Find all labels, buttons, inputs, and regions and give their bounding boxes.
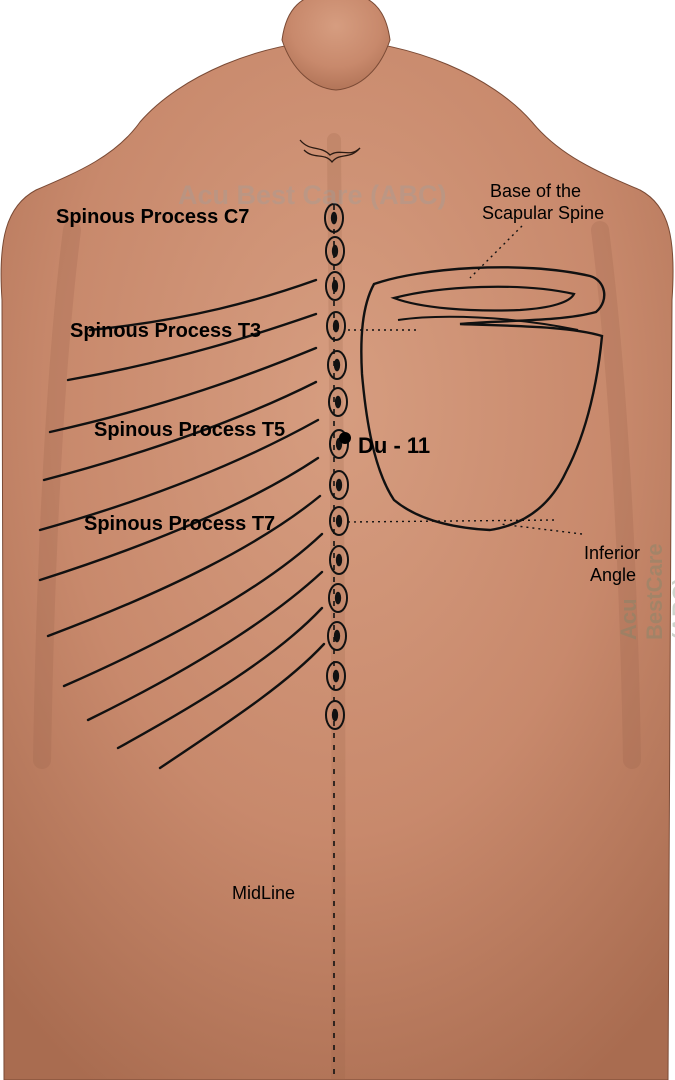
label-scapular-base-1: Base of the [490, 181, 581, 202]
anatomy-svg [0, 0, 675, 1080]
label-inferior-angle-1: Inferior [584, 543, 640, 564]
label-t5: Spinous Process T5 [94, 419, 285, 442]
diagram-canvas: Acu Best Care (ABC) Acu BestCare (ABC) S… [0, 0, 675, 1080]
label-inferior-angle-2: Angle [590, 565, 636, 586]
label-t3: Spinous Process T3 [70, 320, 261, 343]
label-c7: Spinous Process C7 [56, 206, 249, 229]
label-midline: MidLine [232, 883, 295, 904]
label-du11: Du - 11 [358, 433, 430, 459]
label-t7: Spinous Process T7 [84, 513, 275, 536]
acupoint-du11 [339, 432, 351, 444]
label-scapular-base-2: Scapular Spine [482, 203, 604, 224]
